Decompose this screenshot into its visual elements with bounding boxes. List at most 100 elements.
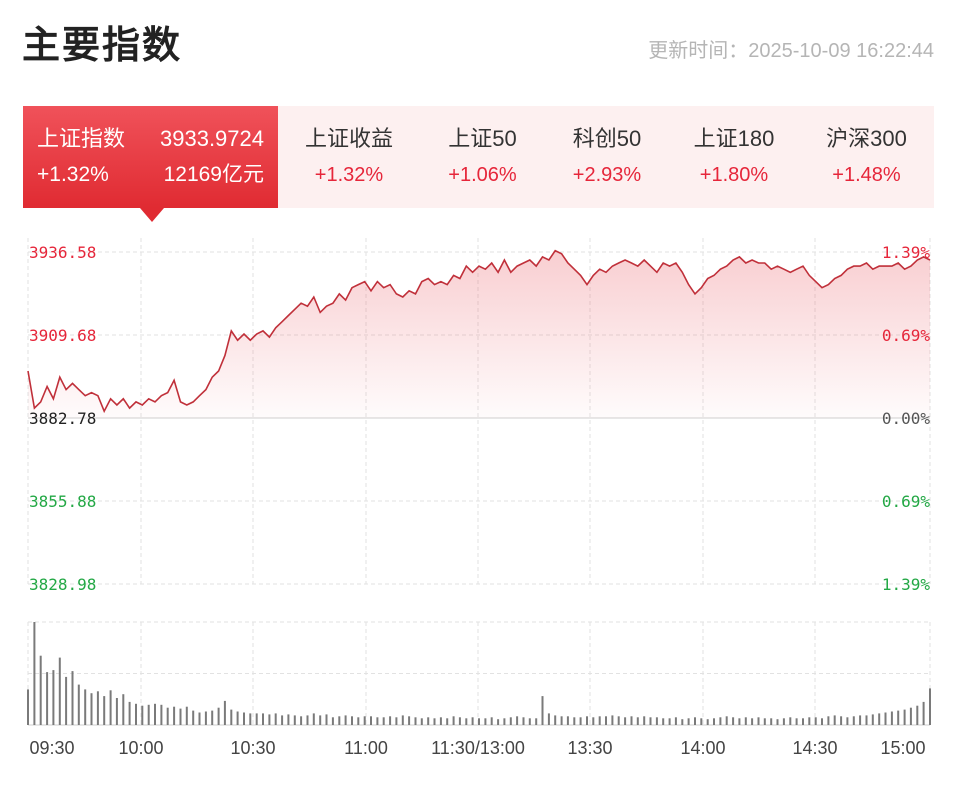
volume-bar (846, 717, 849, 725)
volume-bar (484, 718, 487, 725)
y-tick-label: 3882.78 (29, 409, 97, 428)
volume-bar (566, 716, 569, 725)
volume-bar (497, 719, 500, 725)
x-tick-label: 11:00 (344, 738, 388, 758)
tab-csi300[interactable]: 沪深300 +1.48% (799, 106, 934, 208)
volume-bar (478, 718, 480, 725)
volume-bar (592, 717, 595, 725)
volume-bar (262, 713, 264, 725)
volume-bar (586, 716, 588, 725)
volume-bar (363, 716, 366, 725)
tab-sh180[interactable]: 上证180 +1.80% (669, 106, 799, 208)
volume-bar (52, 670, 55, 725)
tab-change: +2.93% (572, 164, 642, 186)
volume-bar (420, 718, 423, 725)
x-tick-label: 11:30/13:00 (431, 738, 525, 758)
volume-bar (90, 693, 93, 725)
volume-bar (852, 716, 855, 725)
tab-change: +1.80% (699, 164, 769, 186)
x-tick-label: 14:30 (792, 738, 838, 758)
y-tick-label: 3855.88 (29, 492, 97, 511)
volume-bar (916, 705, 919, 725)
volume-bar (147, 704, 150, 725)
tab-value: 3933.9724 (160, 126, 264, 151)
volume-bar (871, 714, 874, 725)
volume-bar (39, 655, 42, 725)
volume-bar (306, 715, 309, 725)
volume-bar (694, 717, 696, 725)
volume-bar (516, 716, 519, 725)
volume-bars (27, 622, 931, 725)
volume-bar (890, 711, 893, 725)
update-label: 更新时间： (648, 40, 749, 62)
volume-bar (611, 715, 614, 725)
volume-bar (897, 710, 900, 725)
volume-bar (859, 715, 862, 725)
x-tick-label: 14:00 (680, 738, 726, 758)
volume-bar (757, 717, 760, 725)
volume-bar (471, 717, 474, 725)
index-tabs: 上证指数 3933.9724 +1.32% 12169亿元 上证收益 +1.32… (23, 106, 934, 222)
volume-bar (401, 715, 404, 725)
volume-bar (636, 717, 639, 725)
volume-bar (503, 718, 506, 725)
volume-bar (414, 717, 417, 725)
volume-bar (255, 713, 258, 725)
volume-bar (605, 716, 607, 725)
volume-bar (649, 717, 652, 725)
volume-bar (293, 715, 296, 725)
volume-bar (160, 704, 163, 725)
volume-bar (128, 701, 131, 725)
volume-bar (331, 717, 334, 725)
volume-bar (643, 716, 646, 725)
volume-bar (840, 716, 843, 725)
pct-tick-label: 0.00% (881, 409, 930, 428)
volume-bar (109, 690, 112, 725)
volume-bar (173, 706, 176, 725)
volume-bar (535, 718, 538, 725)
volume-bar (179, 708, 182, 725)
volume-bar (795, 718, 798, 725)
volume-bar (687, 718, 690, 725)
volume-bar (814, 717, 817, 725)
y-tick-label: 3936.58 (29, 243, 97, 262)
volume-bar (662, 718, 665, 725)
volume-bar (344, 715, 347, 725)
tab-change: +1.32% (37, 163, 109, 186)
volume-bar (541, 696, 544, 725)
tab-name: 沪深300 (826, 126, 907, 151)
volume-bar (370, 716, 372, 725)
tab-sh50[interactable]: 上证50 +1.06% (420, 106, 545, 208)
volume-bar (681, 719, 684, 725)
volume-bar (77, 684, 80, 725)
volume-bar (274, 713, 277, 725)
volume-bar (458, 717, 461, 725)
volume-bar (166, 707, 169, 725)
page-title: 主要指数 (22, 25, 183, 67)
volume-bar (763, 718, 766, 725)
volume-bar (223, 700, 226, 725)
tab-sh-return[interactable]: 上证收益 +1.32% (278, 106, 420, 208)
volume-bar (217, 707, 220, 725)
volume-bar (700, 718, 703, 725)
volume-bar (751, 718, 754, 725)
x-tick-label: 13:30 (567, 738, 613, 758)
volume-bar (929, 688, 931, 725)
volume-bar (204, 711, 207, 725)
x-tick-label: 10:30 (230, 738, 276, 758)
tab-star50[interactable]: 科创50 +2.93% (545, 106, 669, 208)
volume-bar (351, 716, 353, 725)
tab-sh-composite[interactable]: 上证指数 3933.9724 +1.32% 12169亿元 (23, 106, 278, 222)
volume-bar (33, 622, 36, 725)
volume-bar (770, 718, 773, 725)
volume-bar (808, 717, 811, 725)
volume-bar (744, 717, 747, 725)
volume-bar (776, 719, 779, 725)
volume-bar (185, 706, 188, 725)
tab-change: +1.06% (448, 164, 517, 186)
tab-amount: 12169亿元 (163, 163, 264, 186)
tab-name: 上证指数 (37, 126, 126, 151)
volume-bar (96, 691, 99, 725)
tab-change: +1.48% (832, 164, 901, 186)
